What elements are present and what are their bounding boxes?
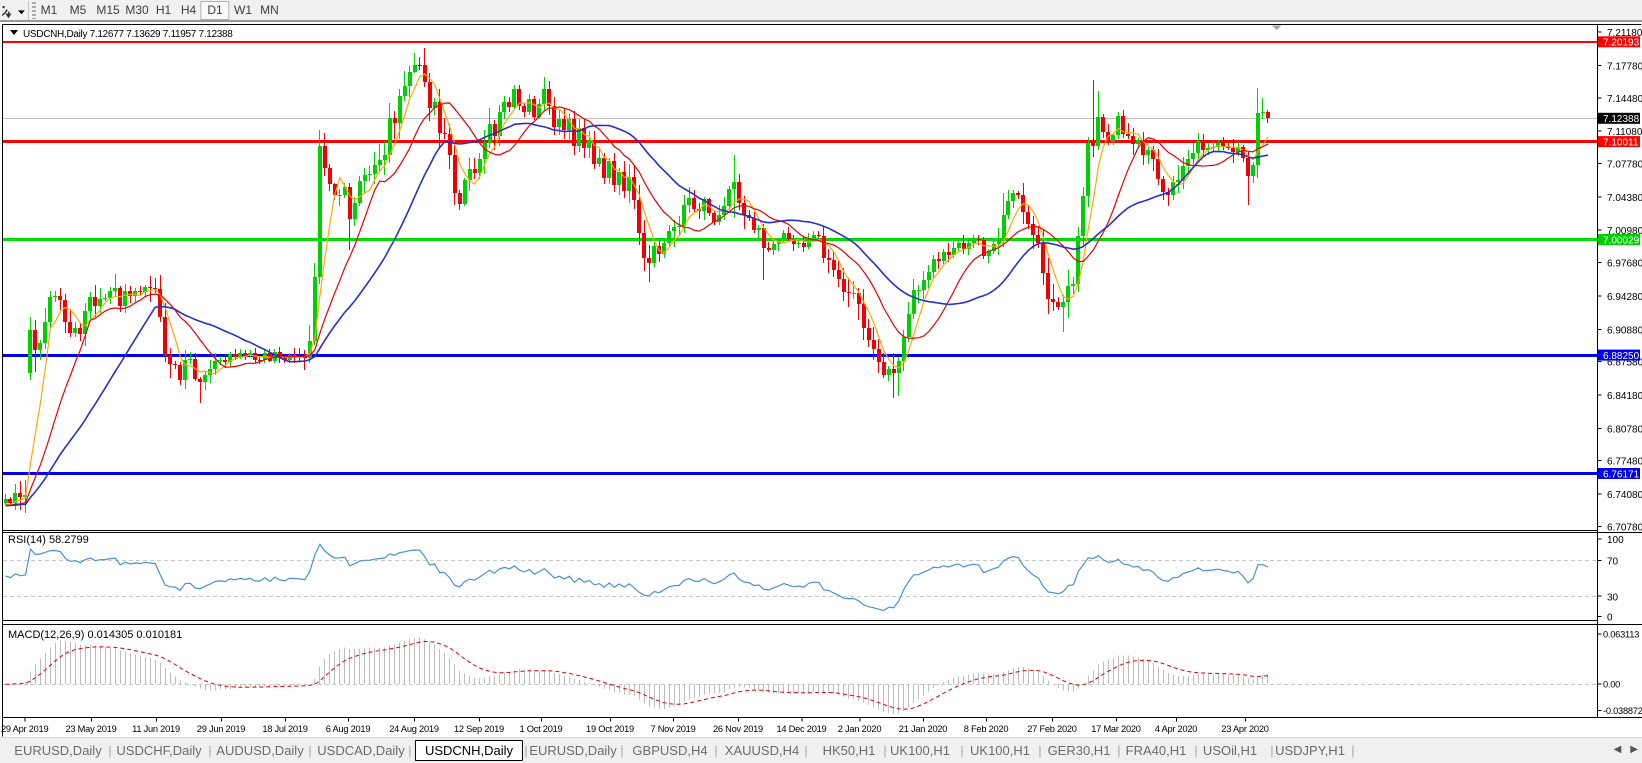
svg-text:19 Oct 2019: 19 Oct 2019 <box>586 724 634 734</box>
svg-text:6.97680: 6.97680 <box>1607 259 1642 270</box>
svg-text:7.00980: 7.00980 <box>1607 226 1642 237</box>
svg-text:7.21180: 7.21180 <box>1607 28 1642 39</box>
svg-text:7.04380: 7.04380 <box>1607 193 1642 204</box>
svg-text:6.80780: 6.80780 <box>1607 424 1642 435</box>
svg-text:18 Jul 2019: 18 Jul 2019 <box>262 724 307 734</box>
svg-text:6 Aug 2019: 6 Aug 2019 <box>326 724 371 734</box>
svg-text:6.90880: 6.90880 <box>1607 325 1642 336</box>
svg-text:6.87580: 6.87580 <box>1607 358 1642 369</box>
svg-text:29 Jun 2019: 29 Jun 2019 <box>197 724 246 734</box>
svg-text:23 May 2019: 23 May 2019 <box>65 724 116 734</box>
svg-text:7.07780: 7.07780 <box>1607 160 1642 171</box>
svg-text:7.14480: 7.14480 <box>1607 94 1642 105</box>
svg-text:7.00029: 7.00029 <box>1603 235 1640 246</box>
svg-text:7.17780: 7.17780 <box>1607 61 1642 72</box>
svg-text:6.88250: 6.88250 <box>1603 351 1640 362</box>
svg-text:100: 100 <box>1607 535 1624 546</box>
svg-text:30: 30 <box>1607 593 1619 604</box>
svg-text:14 Dec 2019: 14 Dec 2019 <box>777 724 827 734</box>
svg-text:6.94280: 6.94280 <box>1607 292 1642 303</box>
svg-text:6.77480: 6.77480 <box>1607 457 1642 468</box>
svg-text:26 Nov 2019: 26 Nov 2019 <box>713 724 763 734</box>
svg-text:70: 70 <box>1607 557 1619 568</box>
svg-text:27 Feb 2020: 27 Feb 2020 <box>1027 724 1077 734</box>
svg-text:0.00: 0.00 <box>1603 680 1620 690</box>
svg-text:6.76171: 6.76171 <box>1603 469 1640 480</box>
svg-text:7.11080: 7.11080 <box>1607 127 1642 138</box>
svg-text:0.063113: 0.063113 <box>1603 630 1639 640</box>
svg-text:0: 0 <box>1607 613 1613 624</box>
svg-text:-0.038872: -0.038872 <box>1603 706 1642 716</box>
svg-text:6.74080: 6.74080 <box>1607 490 1642 501</box>
svg-text:1 Oct 2019: 1 Oct 2019 <box>520 724 563 734</box>
svg-text:4 Apr 2020: 4 Apr 2020 <box>1155 724 1198 734</box>
svg-text:8 Feb 2020: 8 Feb 2020 <box>964 724 1009 734</box>
svg-text:USDCNH,Daily 7.12677 7.13629: USDCNH,Daily 7.12677 7.13629 7.11957 7.1… <box>23 29 233 40</box>
svg-text:11 Jun 2019: 11 Jun 2019 <box>132 724 180 734</box>
svg-text:7.12388: 7.12388 <box>1603 114 1640 125</box>
svg-text:17 Mar 2020: 17 Mar 2020 <box>1091 724 1141 734</box>
svg-text:12 Sep 2019: 12 Sep 2019 <box>454 724 504 734</box>
svg-text:24 Aug 2019: 24 Aug 2019 <box>389 724 439 734</box>
svg-text:29 Apr 2019: 29 Apr 2019 <box>1 724 48 734</box>
svg-text:7.20193: 7.20193 <box>1603 38 1640 49</box>
svg-text:RSI(14) 58.2799: RSI(14) 58.2799 <box>8 534 89 546</box>
svg-text:6.70780: 6.70780 <box>1607 522 1642 533</box>
svg-text:7 Nov 2019: 7 Nov 2019 <box>650 724 695 734</box>
svg-text:23 Apr 2020: 23 Apr 2020 <box>1221 724 1268 734</box>
svg-text:2 Jan 2020: 2 Jan 2020 <box>838 724 882 734</box>
svg-text:6.84180: 6.84180 <box>1607 391 1642 402</box>
svg-text:21 Jan 2020: 21 Jan 2020 <box>899 724 948 734</box>
svg-text:MACD(12,26,9) 0.014305 0.01018: MACD(12,26,9) 0.014305 0.010181 <box>8 629 182 641</box>
svg-text:7.10011: 7.10011 <box>1603 137 1639 148</box>
